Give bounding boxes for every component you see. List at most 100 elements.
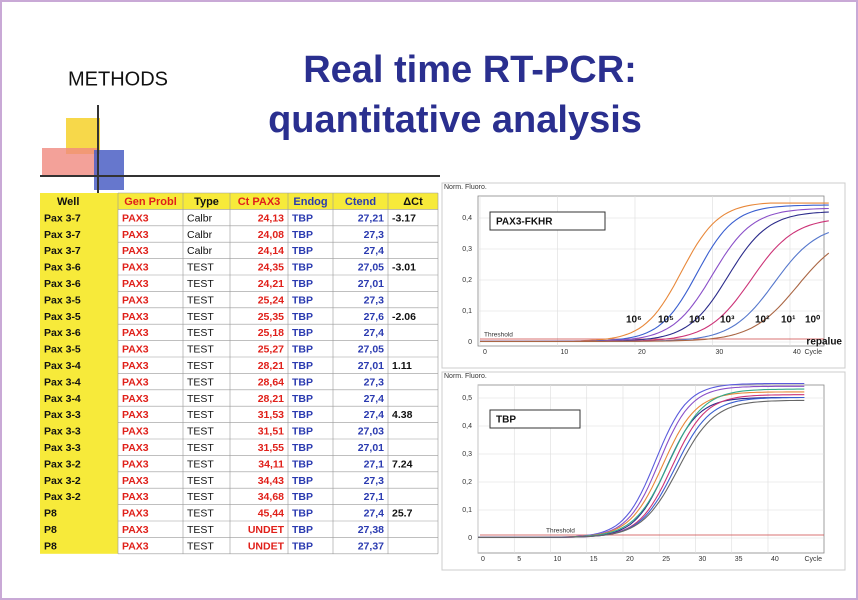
column-header: Endog xyxy=(293,196,327,208)
x-tick-label: 0 xyxy=(481,556,485,563)
table-cell: 27,37 xyxy=(358,540,384,552)
table-cell: TBP xyxy=(292,376,313,388)
table-cell: Pax 3-5 xyxy=(44,311,81,323)
table-cell: 27,38 xyxy=(358,524,384,536)
table-cell: Calbr xyxy=(187,229,213,241)
table-cell: 25,18 xyxy=(258,327,284,339)
table-cell: TBP xyxy=(292,294,313,306)
table-cell: 27,4 xyxy=(364,508,385,520)
table-cell: TEST xyxy=(187,376,214,388)
x-tick-label: 15 xyxy=(590,556,598,563)
table-cell: PAX3 xyxy=(122,508,149,520)
dilution-label: 10² xyxy=(755,315,770,326)
table-cell: TBP xyxy=(292,426,313,438)
table-cell: 27,3 xyxy=(364,229,385,241)
table-cell: PAX3 xyxy=(122,212,149,224)
table-cell: Pax 3-5 xyxy=(44,294,81,306)
dilution-label: 10⁶ xyxy=(626,315,642,326)
column-header: Well xyxy=(57,196,79,208)
table-cell: TEST xyxy=(187,294,214,306)
y-tick-label: 0,1 xyxy=(462,308,472,315)
y-axis-label: Norm. Fluoro. xyxy=(444,373,487,380)
table-cell: Pax 3-3 xyxy=(44,409,81,421)
x-tick-label: 20 xyxy=(626,556,634,563)
table-cell: 27,03 xyxy=(358,426,384,438)
table-cell: TBP xyxy=(292,360,313,372)
table-cell: TBP xyxy=(292,262,313,274)
table-cell: 31,51 xyxy=(258,426,284,438)
table-cell: TEST xyxy=(187,327,214,339)
y-tick-label: 0,3 xyxy=(462,451,472,458)
table-cell: Pax 3-2 xyxy=(44,491,81,503)
table-cell: PAX3 xyxy=(122,426,149,438)
table-cell: 45,44 xyxy=(258,508,284,520)
dilution-label: 10⁰ xyxy=(805,315,820,326)
table-cell: 1.11 xyxy=(392,360,412,372)
table-cell: TBP xyxy=(292,442,313,454)
table-cell: 24,13 xyxy=(258,212,284,224)
table-cell: TBP xyxy=(292,245,313,257)
table-cell: 24,08 xyxy=(258,229,284,241)
table-cell: PAX3 xyxy=(122,229,149,241)
table-cell: 28,64 xyxy=(258,376,284,388)
table-cell: TEST xyxy=(187,524,214,536)
table-cell: PAX3 xyxy=(122,524,149,536)
table-cell: TBP xyxy=(292,278,313,290)
x-tick-label: 25 xyxy=(662,556,670,563)
table-cell: TBP xyxy=(292,508,313,520)
table-cell: Pax 3-4 xyxy=(44,393,81,405)
table-cell: 27,1 xyxy=(364,458,385,470)
table-cell: TEST xyxy=(187,311,214,323)
table-cell: TBP xyxy=(292,540,313,552)
table-cell: 25,24 xyxy=(258,294,284,306)
table-cell: 4.38 xyxy=(392,409,413,421)
table-cell: 27,4 xyxy=(364,393,385,405)
table-cell: TBP xyxy=(292,311,313,323)
table-cell: PAX3 xyxy=(122,327,149,339)
table-cell: PAX3 xyxy=(122,262,149,274)
y-tick-label: 0,4 xyxy=(462,423,472,430)
deco-red xyxy=(42,148,98,176)
table-cell: Pax 3-6 xyxy=(44,327,81,339)
table-cell: 27,01 xyxy=(358,442,384,454)
table-cell: 27,01 xyxy=(358,360,384,372)
table-cell: TBP xyxy=(292,458,313,470)
x-axis-label: Cycle xyxy=(804,349,822,356)
table-cell: 25,35 xyxy=(258,311,284,323)
title: Real time RT-PCR: xyxy=(303,49,637,91)
table-cell: Calbr xyxy=(187,245,213,257)
dilution-label: 10³ xyxy=(720,315,735,326)
table-cell: 34,43 xyxy=(258,475,284,487)
table-cell: P8 xyxy=(44,540,57,552)
y-tick-label: 0,1 xyxy=(462,507,472,514)
table-cell: 27,6 xyxy=(364,311,385,323)
table-cell: PAX3 xyxy=(122,491,149,503)
table-cell: TBP xyxy=(292,393,313,405)
table-cell: PAX3 xyxy=(122,278,149,290)
table-cell: 27,21 xyxy=(358,212,384,224)
table-cell: 24,14 xyxy=(258,245,284,257)
table-cell: Pax 3-6 xyxy=(44,262,81,274)
table-cell: Pax 3-3 xyxy=(44,442,81,454)
table-cell: -3.01 xyxy=(392,262,416,274)
y-tick-label: 0,5 xyxy=(462,395,472,402)
table-cell: PAX3 xyxy=(122,344,149,356)
table-cell: 34,11 xyxy=(258,458,284,470)
table-cell: 24,21 xyxy=(258,278,284,290)
section-label: METHODS xyxy=(68,68,168,90)
table-cell: PAX3 xyxy=(122,245,149,257)
table-cell: TEST xyxy=(187,442,214,454)
slide: METHODS Real time RT-PCR: quantitative a… xyxy=(0,0,858,600)
table-cell: 27,1 xyxy=(364,491,385,503)
plot-note: repalue xyxy=(806,337,842,348)
table-cell: TBP xyxy=(292,475,313,487)
table-cell: PAX3 xyxy=(122,376,149,388)
y-tick-label: 0 xyxy=(468,535,472,542)
table-cell: 24,35 xyxy=(258,262,284,274)
table-cell: TBP xyxy=(292,229,313,241)
table-cell: TEST xyxy=(187,278,214,290)
table-cell: TEST xyxy=(187,426,214,438)
y-tick-label: 0,4 xyxy=(462,215,472,222)
table-cell: Pax 3-2 xyxy=(44,475,81,487)
table-cell: TBP xyxy=(292,327,313,339)
